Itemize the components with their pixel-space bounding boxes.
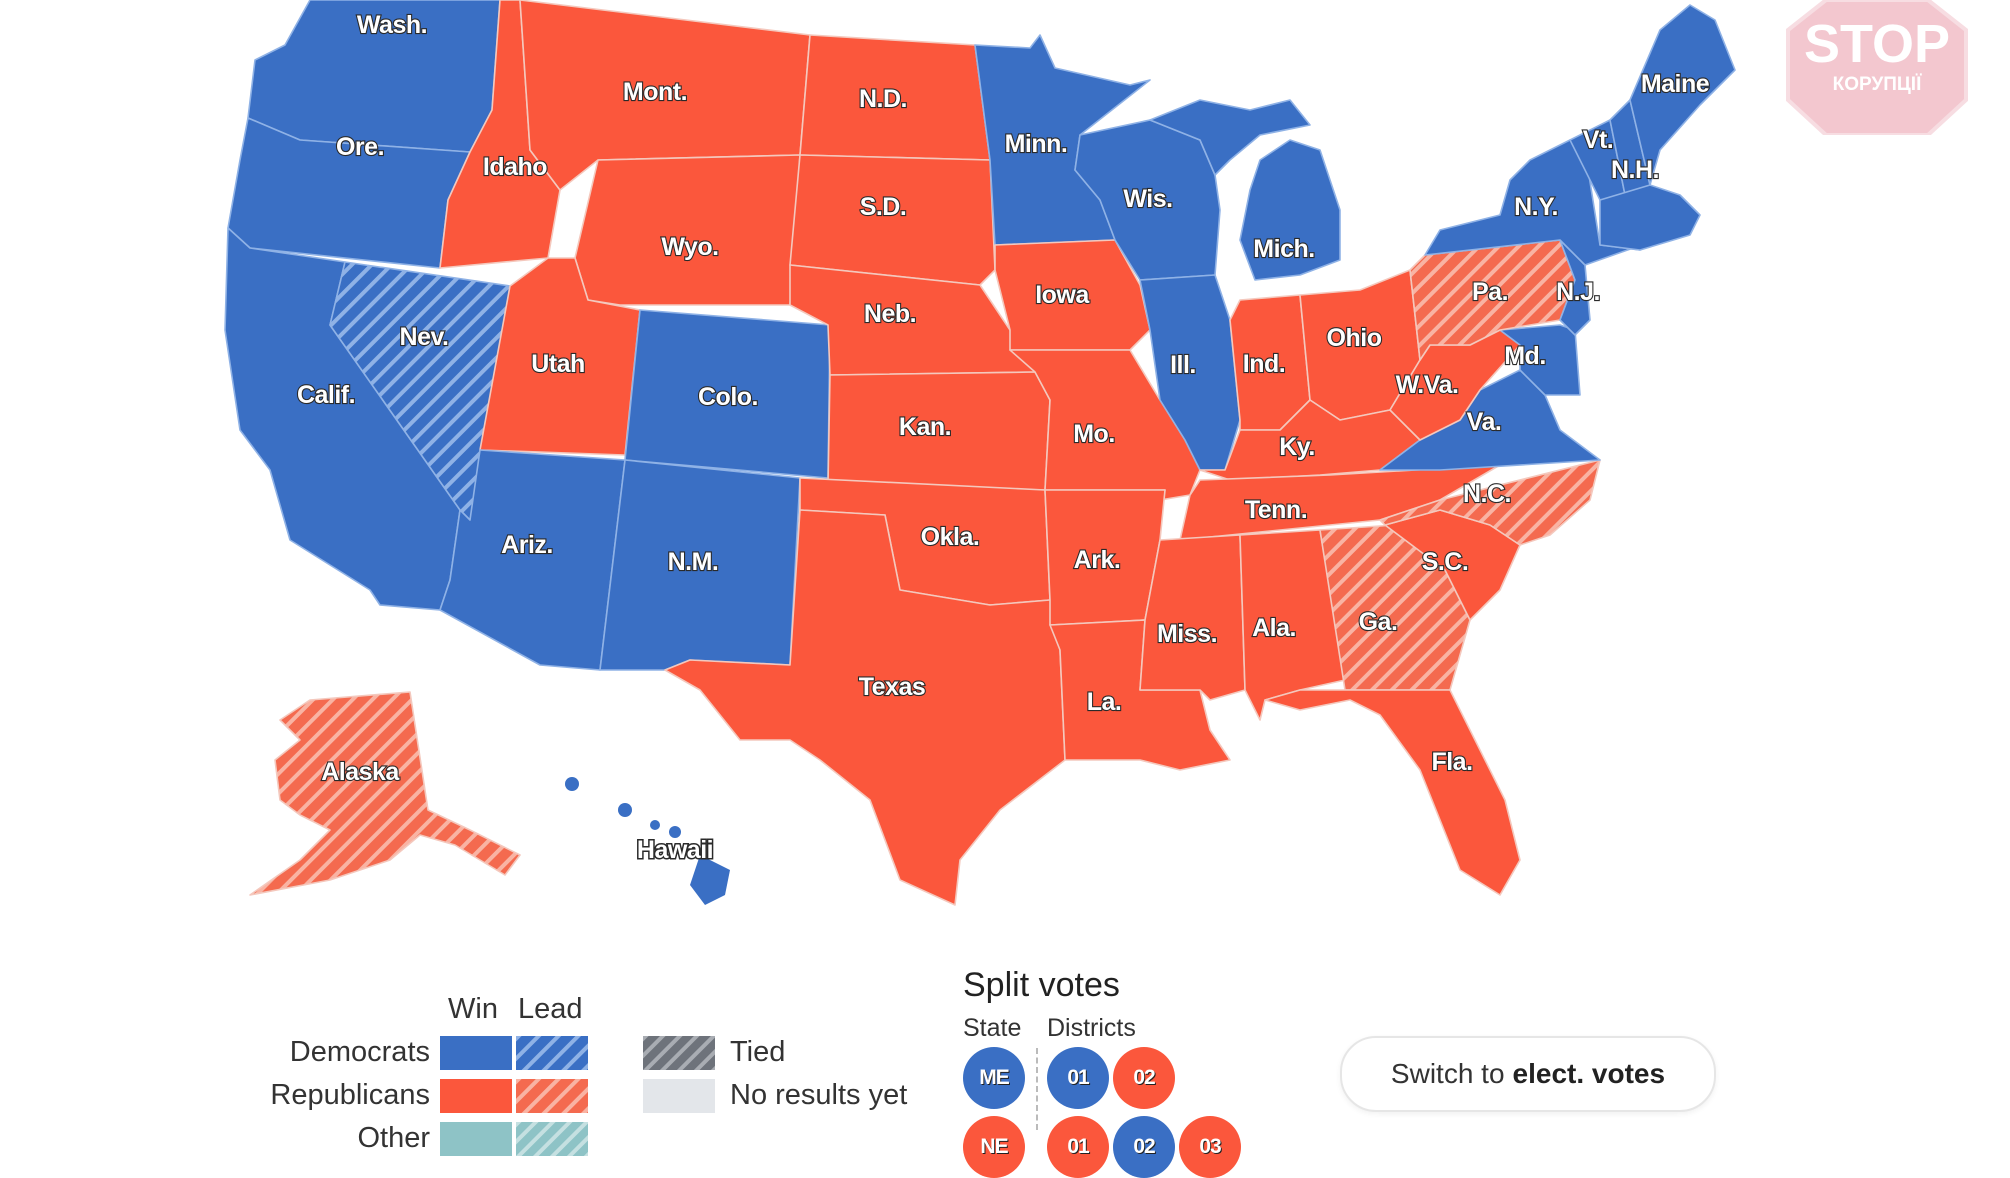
state-wyoming[interactable] [574, 154, 801, 306]
label-sd: S.D. [860, 193, 907, 221]
split-ne-district-02[interactable]: 02 [1113, 1116, 1175, 1178]
label-utah: Utah [531, 350, 585, 378]
state-north-carolina[interactable] [1379, 459, 1601, 546]
label-neb: Neb. [864, 300, 916, 328]
label-idaho: Idaho [483, 153, 547, 181]
label-ill: Ill. [1170, 351, 1196, 379]
switch-to-electoral-votes-button[interactable]: Switch to elect. votes [1340, 1036, 1716, 1112]
legend-dem-win-swatch [440, 1036, 512, 1070]
label-hawaii: Hawaii [637, 836, 713, 864]
split-ne-district-01[interactable]: 01 [1047, 1116, 1109, 1178]
label-ala: Ala. [1252, 614, 1296, 642]
label-miss: Miss. [1157, 620, 1217, 648]
label-fla: Fla. [1431, 748, 1472, 776]
label-va: Va. [1467, 408, 1502, 436]
legend-other-lead-swatch [516, 1122, 588, 1156]
state-utah[interactable] [479, 257, 641, 456]
state-texas[interactable] [664, 509, 1066, 906]
split-me-district-02[interactable]: 02 [1113, 1047, 1175, 1109]
legend-rep-win-swatch [440, 1079, 512, 1113]
label-maine: Maine [1641, 70, 1710, 98]
label-wyo: Wyo. [661, 233, 718, 261]
split-votes-title: Split votes [963, 966, 1120, 1004]
us-election-map: Wash. Ore. Calif. Nev. Idaho Mont. Wyo. … [224, 0, 1736, 906]
label-minn: Minn. [1005, 130, 1068, 158]
label-kan: Kan. [899, 413, 951, 441]
state-missouri[interactable] [1009, 349, 1201, 501]
stop-corruption-watermark: STOP КОРУПЦІЇ [1786, 0, 1968, 135]
label-mont: Mont. [623, 78, 687, 106]
label-colo: Colo. [698, 383, 758, 411]
label-nm: N.M. [668, 548, 719, 576]
legend-col-win: Win [448, 993, 498, 1025]
label-ariz: Ariz. [501, 531, 553, 559]
legend-tied-label: Tied [730, 1036, 786, 1068]
split-ne-district-03[interactable]: 03 [1179, 1116, 1241, 1178]
legend-label-democrats: Democrats [289, 1036, 430, 1068]
legend-no-results-swatch [643, 1079, 715, 1113]
legend-dem-lead-swatch [516, 1036, 588, 1070]
label-ore: Ore. [336, 133, 384, 161]
label-wash: Wash. [357, 11, 427, 39]
split-state-header: State [963, 1014, 1022, 1042]
label-okla: Okla. [921, 523, 980, 551]
legend-rep-lead-swatch [516, 1079, 588, 1113]
label-wva: W.Va. [1396, 371, 1459, 399]
split-districts-header: Districts [1047, 1014, 1136, 1042]
label-texas: Texas [859, 673, 926, 701]
legend-no-results-label: No results yet [730, 1079, 908, 1111]
label-nc: N.C. [1463, 480, 1511, 508]
label-nd: N.D. [859, 85, 907, 113]
switch-button-bold: elect. votes [1512, 1058, 1666, 1089]
label-ind: Ind. [1243, 350, 1285, 378]
state-florida[interactable] [1264, 689, 1521, 896]
split-divider [1036, 1048, 1038, 1130]
state-alaska[interactable] [249, 691, 521, 896]
state-hawaii[interactable] [565, 777, 730, 905]
state-maryland[interactable] [1499, 324, 1581, 396]
label-pa: Pa. [1472, 278, 1508, 306]
watermark-line2: КОРУПЦІЇ [1833, 74, 1922, 95]
label-mich: Mich. [1253, 235, 1314, 263]
label-ga: Ga. [1359, 608, 1398, 636]
state-michigan[interactable] [1239, 139, 1341, 281]
legend-label-republicans: Republicans [270, 1079, 430, 1111]
label-ky: Ky. [1279, 433, 1315, 461]
legend-col-lead: Lead [518, 993, 583, 1025]
split-state-me[interactable]: ME [963, 1047, 1025, 1109]
label-md: Md. [1504, 342, 1546, 370]
legend-label-other: Other [357, 1122, 430, 1154]
switch-button-prefix: Switch to [1390, 1058, 1505, 1089]
label-iowa: Iowa [1035, 281, 1090, 309]
label-la: La. [1087, 688, 1122, 716]
state-south-dakota[interactable] [789, 154, 996, 286]
label-nh: N.H. [1611, 156, 1659, 184]
label-calif: Calif. [297, 381, 355, 409]
legend-other-win-swatch [440, 1122, 512, 1156]
state-maine[interactable] [1629, 4, 1736, 186]
label-wis: Wis. [1123, 185, 1172, 213]
state-mississippi[interactable] [1139, 534, 1246, 701]
split-state-ne[interactable]: NE [963, 1116, 1025, 1178]
legend-tied-swatch [643, 1036, 715, 1070]
label-nev: Nev. [400, 323, 449, 351]
label-ark: Ark. [1074, 546, 1121, 574]
label-mo: Mo. [1073, 420, 1115, 448]
state-michigan-up[interactable] [1149, 99, 1311, 176]
watermark-line1: STOP [1804, 14, 1950, 74]
label-alaska: Alaska [321, 758, 400, 786]
label-ny: N.Y. [1514, 193, 1558, 221]
label-nj: N.J. [1556, 278, 1600, 306]
label-tenn: Tenn. [1245, 496, 1307, 524]
split-me-district-01[interactable]: 01 [1047, 1047, 1109, 1109]
state-massachusetts-etc[interactable] [1599, 184, 1701, 251]
label-vt: Vt. [1583, 126, 1613, 154]
label-ohio: Ohio [1327, 324, 1382, 352]
label-sc: S.C. [1422, 548, 1469, 576]
